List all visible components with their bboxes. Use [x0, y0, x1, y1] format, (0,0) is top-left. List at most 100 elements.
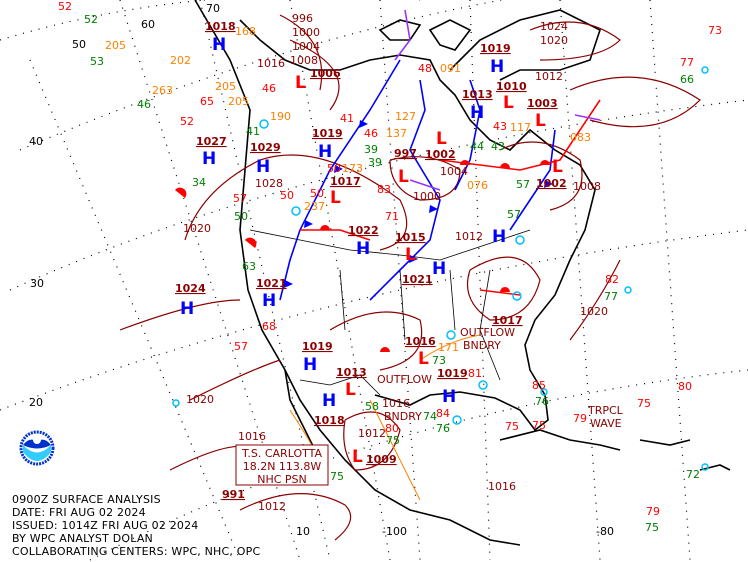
map-label: H: [256, 157, 270, 177]
map-label: 50: [310, 187, 324, 200]
map-label: 53: [90, 55, 104, 68]
map-label: L: [295, 73, 306, 93]
map-label: H: [356, 239, 370, 259]
political-borders: [249, 229, 531, 396]
station-pressure-tendencies: 205 263 202 190 173 076 117 091 083 137 …: [105, 25, 591, 354]
map-label: 75: [637, 397, 651, 410]
map-label: 80: [385, 422, 399, 435]
map-label: 127: [395, 110, 416, 123]
map-label: L: [398, 167, 409, 187]
grid-labels: 70 60 50 40 30 20 10 -100 -80: [29, 2, 614, 538]
map-label: 46: [262, 82, 276, 95]
map-label: 076: [467, 179, 488, 192]
map-label: 1000: [292, 26, 320, 39]
map-label: 57: [234, 340, 248, 353]
map-label: 1017: [330, 175, 361, 188]
map-label: 44: [470, 140, 484, 153]
map-label: 50: [280, 189, 294, 202]
high-center: 1024 H: [175, 282, 206, 319]
map-label: 39: [364, 143, 378, 156]
analysis-title: 0900Z SURFACE ANALYSIS: [12, 493, 161, 506]
map-label: H: [212, 35, 226, 55]
map-label: 52: [180, 115, 194, 128]
map-label: 46: [364, 127, 378, 140]
storm-source: NHC PSN: [257, 473, 307, 486]
map-label: 1003: [527, 97, 558, 110]
map-label: 1024: [175, 282, 206, 295]
high-center: 1017 H: [492, 227, 523, 327]
map-label: 50: [327, 162, 341, 175]
map-label: H: [262, 291, 276, 311]
station-dewpoints: 52 53 46 39 41 43 57 57 73 74 76 76 58 7…: [84, 13, 700, 534]
map-label: 168: [235, 25, 256, 38]
map-label: 137: [386, 127, 407, 140]
map-label: 1019: [480, 42, 511, 55]
map-label: L: [436, 129, 447, 149]
lat-label: 60: [141, 18, 155, 31]
map-label: 205: [228, 95, 249, 108]
map-label: H: [180, 299, 194, 319]
map-label: 50: [234, 210, 248, 223]
map-label: 85: [532, 379, 546, 392]
map-label: 1016: [238, 430, 266, 443]
map-label: 52: [58, 0, 72, 13]
map-label: 1006: [310, 67, 341, 80]
map-label: 81: [468, 367, 482, 380]
map-label: 79: [646, 505, 660, 518]
map-label: 80: [678, 380, 692, 393]
map-label: 1018: [205, 20, 236, 33]
map-label: L: [552, 157, 563, 177]
map-label: H: [202, 149, 216, 169]
lat-label: 40: [29, 135, 43, 148]
high-center: 1019 H: [437, 367, 468, 407]
map-label: 41: [340, 112, 354, 125]
map-label: 74: [423, 410, 437, 423]
lat-label: 30: [30, 277, 44, 290]
map-label: 1016: [382, 397, 410, 410]
map-label: 66: [680, 73, 694, 86]
map-label: H: [303, 355, 317, 375]
map-label: 79: [573, 412, 587, 425]
map-label: 1008: [573, 180, 601, 193]
map-label: 996: [292, 12, 313, 25]
map-label: 1019: [312, 127, 343, 140]
issued-time: ISSUED: 1014Z FRI AUG 02 2024: [12, 519, 199, 532]
map-label: 1012: [535, 70, 563, 83]
front-symbols: [175, 120, 553, 352]
lon-label: -80: [596, 525, 614, 538]
map-label: 1017: [492, 314, 523, 327]
high-center: 1022 H: [348, 224, 379, 259]
map-label: 75: [330, 470, 344, 483]
map-label: 43: [493, 120, 507, 133]
map-label: 1029: [250, 141, 281, 154]
map-label: 190: [270, 110, 291, 123]
boundary-labels: OUTFLOW BNDRY OUTFLOW BNDRY TRPCL WAVE: [377, 326, 624, 430]
map-label: OUTFLOW: [460, 326, 515, 339]
map-label: 1019: [437, 367, 468, 380]
high-center: 1018 H: [314, 391, 345, 427]
map-label: 1010: [496, 80, 527, 93]
map-label: 1028: [255, 177, 283, 190]
map-label: 76: [436, 422, 450, 435]
map-label: 237: [304, 200, 325, 213]
map-label: BNDRY: [384, 410, 422, 423]
high-center: 1019 H: [480, 42, 511, 77]
map-label: 84: [436, 407, 450, 420]
map-label: 57: [516, 178, 530, 191]
low-center: 997 L: [394, 147, 417, 187]
high-center: 1018 H: [205, 20, 236, 55]
analysis-title-block: 0900Z SURFACE ANALYSIS DATE: FRI AUG 02 …: [12, 493, 260, 558]
analyst: BY WPC ANALYST DOLAN: [12, 532, 153, 545]
map-label: 83: [377, 183, 391, 196]
map-label: H: [492, 227, 506, 247]
map-label: 1015: [395, 231, 426, 244]
map-label: 1021: [256, 277, 287, 290]
lat-label: 10: [296, 525, 310, 538]
map-label: H: [442, 387, 456, 407]
